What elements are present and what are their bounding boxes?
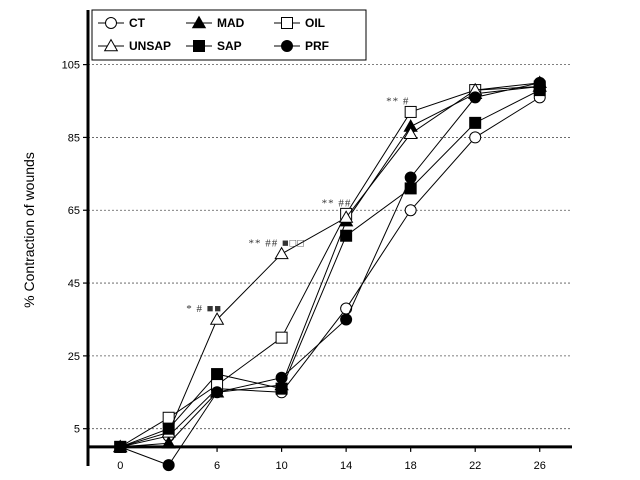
x-tick-label: 18 — [405, 460, 417, 472]
data-point — [469, 91, 482, 104]
legend-label: PRF — [305, 39, 329, 53]
data-point — [281, 40, 293, 52]
legend-box — [91, 9, 367, 61]
data-point — [275, 331, 288, 344]
legend-label: SAP — [217, 39, 242, 53]
significance-annotation: ** ## ■□□ — [249, 238, 305, 250]
data-point — [404, 105, 417, 118]
legend-item-ct: CT — [98, 16, 146, 30]
data-point — [340, 229, 353, 242]
x-tick-label: 0 — [117, 460, 123, 472]
series-line — [120, 82, 540, 448]
y-tick-label: 5 — [74, 424, 80, 436]
data-point — [404, 182, 417, 195]
data-point — [338, 210, 354, 223]
y-tick-label: 65 — [68, 205, 80, 217]
legend-label: MAD — [217, 16, 245, 30]
significance-annotation: ** # — [386, 96, 409, 108]
legend-item-prf: PRF — [274, 39, 329, 53]
y-axis-label: % Contraction of wounds — [21, 152, 37, 308]
gridlines — [88, 64, 572, 430]
data-point — [211, 386, 224, 399]
data-point — [114, 440, 127, 453]
legend-label: UNSAP — [129, 39, 171, 53]
legend: CT MAD OIL UNSAP SAP PRF — [91, 9, 367, 61]
series-ct — [114, 91, 546, 453]
legend-item-unsap: UNSAP — [98, 38, 171, 53]
data-point — [191, 15, 207, 29]
y-tick-label: 105 — [62, 60, 80, 72]
series-line — [120, 85, 540, 448]
legend-label: OIL — [305, 16, 325, 30]
data-point — [161, 435, 176, 449]
data-point — [281, 17, 293, 29]
legend-item-sap: SAP — [186, 39, 242, 53]
series-mad — [113, 79, 547, 453]
data-point — [105, 17, 117, 29]
series-line — [120, 96, 540, 448]
x-tick-label: 6 — [214, 460, 220, 472]
x-tick-label: 10 — [275, 460, 287, 472]
data-point — [275, 371, 288, 384]
series-line — [120, 89, 540, 448]
series-group — [113, 75, 547, 472]
data-point — [275, 382, 288, 395]
data-point — [404, 204, 417, 217]
data-point — [533, 76, 546, 89]
data-point — [403, 126, 418, 140]
x-tick-label: 22 — [469, 460, 481, 472]
data-point — [274, 246, 289, 260]
data-point — [209, 312, 225, 325]
series-unsap — [113, 75, 547, 453]
data-point — [404, 171, 417, 184]
significance-annotation: * # ■■ — [186, 303, 222, 315]
data-point — [162, 422, 175, 435]
y-tick-label: 45 — [68, 278, 80, 290]
data-point — [340, 313, 353, 326]
y-tick-label: 25 — [68, 351, 80, 363]
data-point — [340, 302, 353, 315]
series-line — [120, 82, 540, 466]
axes: 5 25 45 65 85 105 0 6 10 14 18 22 26 — [62, 10, 572, 472]
data-point — [211, 368, 224, 381]
annotations: * # ■■ ** ## ■□□ ** ## ** # — [186, 96, 409, 316]
data-point — [469, 131, 482, 144]
legend-item-oil: OIL — [274, 16, 325, 30]
significance-annotation: ** ## — [322, 198, 352, 210]
x-tick-label: 14 — [340, 460, 352, 472]
data-point — [103, 38, 119, 52]
legend-item-mad: MAD — [186, 15, 245, 30]
data-point — [193, 40, 205, 52]
series-prf — [114, 76, 546, 472]
y-tick-label: 85 — [68, 132, 80, 144]
x-tick-label: 26 — [534, 460, 546, 472]
legend-label: CT — [129, 16, 146, 30]
data-point — [162, 459, 175, 472]
data-point — [469, 116, 482, 129]
data-point — [162, 411, 175, 424]
